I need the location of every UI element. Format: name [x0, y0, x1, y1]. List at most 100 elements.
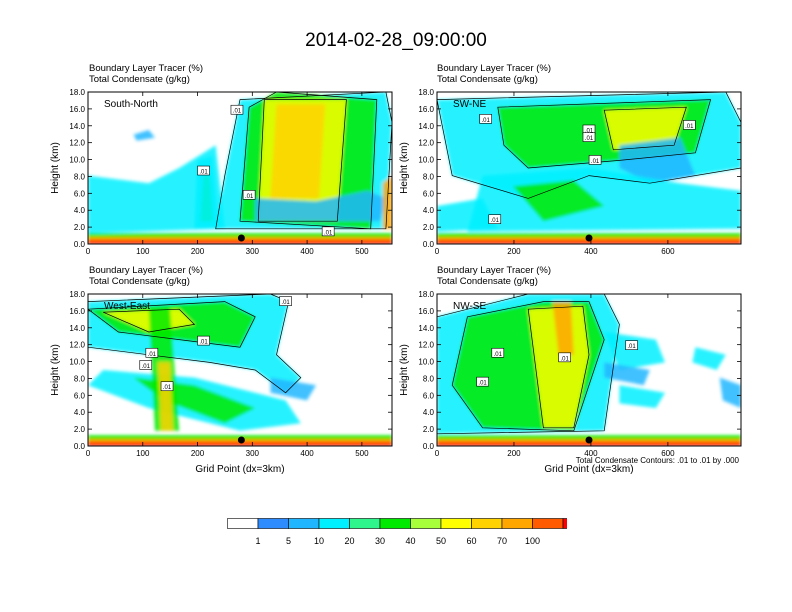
- field-region: [270, 377, 316, 401]
- x-tick-label: 200: [191, 449, 205, 458]
- panel-inset-label: West-East: [104, 301, 150, 312]
- y-tick-label: 14.0: [69, 122, 85, 131]
- tracer-field: [437, 294, 741, 446]
- y-tick-label: 4.0: [74, 206, 86, 215]
- tracer-field: [88, 294, 392, 446]
- colorbar-box: [257, 518, 289, 529]
- y-tick-label: 12.0: [69, 139, 85, 148]
- panel-4-title-line1: Boundary Layer Tracer (%): [437, 265, 552, 276]
- contour-label: .01: [585, 129, 594, 135]
- panel-inset-label: South-North: [104, 99, 158, 110]
- contour-label: .01: [561, 356, 570, 362]
- x-tick-label: 600: [661, 247, 675, 256]
- colorbar-box: [562, 518, 594, 529]
- contour-label-box: [625, 340, 638, 350]
- colorbar-box: [501, 518, 533, 529]
- field-region: [619, 385, 665, 408]
- colorbar-label: 20: [344, 536, 354, 546]
- x-tick-label: 0: [86, 449, 91, 458]
- y-tick-label: 18.0: [69, 88, 85, 97]
- field-region: [103, 309, 195, 332]
- contour-label: .01: [148, 352, 157, 358]
- y-tick-label: 14.0: [69, 324, 85, 333]
- x-tick-label: 300: [246, 449, 260, 458]
- panel-4-title-line2: Total Condensate (g/kg): [437, 276, 538, 287]
- colorbar-box: [379, 518, 411, 529]
- y-tick-label: 10.0: [418, 358, 434, 367]
- contour-label-box: [476, 376, 489, 387]
- x-tick-label: 400: [584, 247, 598, 256]
- y-tick-label: 2.0: [423, 223, 435, 232]
- panel-2-title-line1: Boundary Layer Tracer (%): [437, 63, 552, 74]
- field-region: [513, 180, 605, 222]
- y-tick-label: 10.0: [418, 156, 434, 165]
- contour-line: [88, 301, 256, 348]
- contour-label: .01: [199, 340, 208, 346]
- field-region: [552, 301, 574, 355]
- y-axis-label: Height (km): [399, 142, 410, 194]
- field-region: [692, 347, 726, 370]
- field-region: [467, 168, 741, 232]
- contour-label-box: [145, 347, 159, 358]
- y-axis-label: Height (km): [399, 344, 410, 396]
- x-tick-label: 500: [355, 449, 369, 458]
- y-tick-label: 8.0: [74, 374, 86, 383]
- colorbar: 1 5 10 20 30 40 50 60 70 100: [227, 518, 594, 557]
- y-tick-label: 18.0: [418, 88, 434, 97]
- y-tick-label: 14.0: [418, 122, 434, 131]
- contour-label: .01: [627, 344, 636, 350]
- plot-frame: [87, 293, 393, 447]
- colorbar-box: [471, 518, 503, 529]
- y-tick-label: 12.0: [418, 139, 434, 148]
- field-region: [255, 190, 386, 222]
- y-tick-label: 0.0: [423, 442, 435, 451]
- boundary-layer-band: [88, 241, 392, 244]
- x-tick-label: 400: [300, 247, 314, 256]
- panel-2-header: Boundary Layer Tracer (%) Total Condensa…: [437, 63, 551, 85]
- contour-label: .01: [142, 364, 151, 370]
- condensate-contours: [437, 92, 741, 199]
- contour-label-box: [479, 114, 492, 124]
- contour-label-box: [558, 352, 571, 363]
- condensate-contours: [437, 294, 620, 435]
- contour-label: .01: [481, 118, 490, 124]
- contour-label: .01: [478, 381, 487, 387]
- panel-4-header: Boundary Layer Tracer (%) Total Condensa…: [437, 265, 551, 287]
- y-tick-label: 16.0: [69, 307, 85, 316]
- x-tick-label: 200: [507, 449, 521, 458]
- plot-frame: [436, 293, 742, 447]
- colorbar-label: 100: [525, 536, 540, 546]
- y-tick-label: 12.0: [69, 341, 85, 350]
- y-tick-label: 2.0: [423, 425, 435, 434]
- contour-label-box: [321, 226, 335, 237]
- x-tick-label: 0: [435, 247, 440, 256]
- x-tick-label: 400: [584, 449, 598, 458]
- y-tick-label: 2.0: [74, 425, 86, 434]
- y-tick-label: 16.0: [418, 307, 434, 316]
- x-tick-label: 0: [435, 449, 440, 458]
- y-tick-label: 18.0: [69, 290, 85, 299]
- x-tick-label: 200: [191, 247, 205, 256]
- contour-line: [103, 308, 196, 333]
- site-marker: [237, 234, 245, 242]
- contour-label-box: [197, 165, 210, 176]
- contour-label-box: [160, 381, 174, 392]
- y-tick-label: 4.0: [423, 408, 435, 417]
- contour-label-box: [139, 360, 153, 370]
- field-region: [270, 104, 326, 199]
- colorbar-box: [532, 518, 564, 529]
- contour-line: [451, 301, 605, 432]
- contour-label: .01: [494, 352, 503, 358]
- contour-line: [215, 92, 392, 230]
- colorbar-label: 10: [314, 536, 324, 546]
- contour-label-box: [491, 347, 505, 358]
- y-tick-label: 18.0: [418, 290, 434, 299]
- contour-label: .01: [233, 109, 242, 115]
- contour-label-box: [683, 120, 696, 130]
- contour-line: [437, 294, 620, 435]
- boundary-layer-band: [88, 443, 392, 446]
- contour-line: [603, 106, 687, 151]
- boundary-layer-band: [437, 443, 741, 446]
- y-tick-label: 10.0: [69, 156, 85, 165]
